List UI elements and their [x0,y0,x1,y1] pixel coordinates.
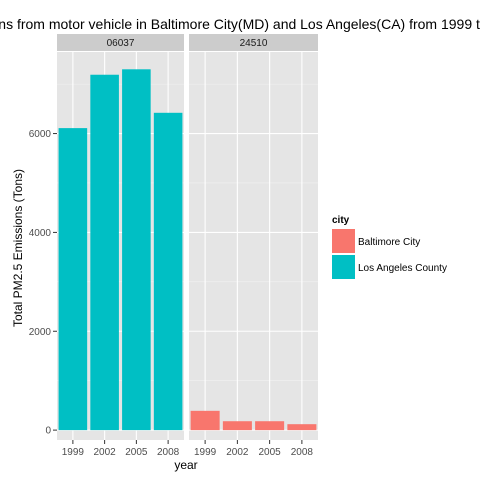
facet-strip-label: 24510 [240,38,268,49]
x-tick-label: 2005 [259,447,282,458]
y-axis: 0 2000 4000 6000 [29,129,57,437]
facet-panel-24510: 24510 [189,34,318,440]
y-tick-label: 4000 [29,228,52,239]
x-tick-label: 1999 [194,447,217,458]
chart-title: Emissions from motor vehicle in Baltimor… [0,16,480,32]
bar-06037-1999 [58,128,88,431]
bar-24510-2008 [287,424,317,431]
facet-strip [57,34,184,51]
bar-24510-2005 [255,421,285,431]
x-tick-label: 2002 [94,447,117,458]
x-tick-label: 2008 [157,447,180,458]
x-axis-title: year [174,458,197,472]
facet-strip-label: 06037 [107,38,135,49]
x-axis: 1999 2002 2005 2008 1999 2002 2005 2008 [62,440,314,458]
legend-key-2 [332,255,355,279]
facet-panel-06037: 06037 [57,34,184,440]
bar-06037-2002 [90,74,119,431]
x-tick-label: 1999 [62,447,85,458]
legend-label-2: Los Angeles County [358,263,447,274]
legend-title: city [332,215,350,226]
y-tick-label: 6000 [29,129,52,140]
facet-panels: 06037 24510 [57,34,318,440]
y-tick-label: 2000 [29,327,52,338]
x-tick-label: 2008 [291,447,314,458]
x-tick-label: 2005 [125,447,148,458]
bar-24510-1999 [190,410,220,431]
legend-label-1: Baltimore City [358,237,420,248]
panel-background [189,52,318,440]
legend-key-1 [332,229,355,253]
bar-24510-2002 [222,421,252,431]
bar-06037-2005 [122,69,151,431]
y-tick-label: 0 [45,426,51,437]
facet-strip [189,34,318,51]
y-axis-title: Total PM2.5 Emissions (Tons) [11,169,25,327]
x-tick-label: 2002 [226,447,249,458]
bar-06037-2008 [153,112,183,431]
legend: city Baltimore City Los Angeles County [332,215,447,279]
